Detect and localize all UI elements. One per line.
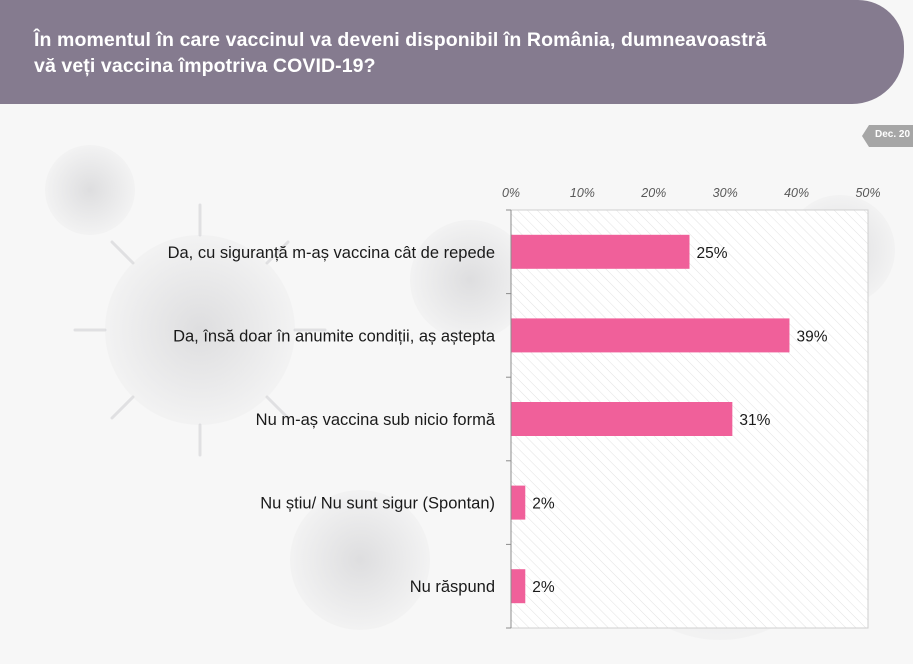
x-tick-label: 0% xyxy=(502,186,520,200)
category-label: Nu răspund xyxy=(410,578,495,596)
tick-labels: 0% 10% 20% 30% 40% 50% xyxy=(502,186,881,200)
x-tick-label: 50% xyxy=(855,186,880,200)
title-line-1: În momentul în care vaccinul va deveni d… xyxy=(34,29,767,51)
title-banner: În momentul în care vaccinul va deveni d… xyxy=(0,0,904,104)
bar xyxy=(511,318,790,353)
bar xyxy=(511,569,526,604)
value-label: 2% xyxy=(532,579,555,596)
title-line-2: vă veți vaccina împotriva COVID-19? xyxy=(34,55,376,77)
date-tag: Dec. 20 xyxy=(862,125,913,147)
x-tick-label: 20% xyxy=(640,186,666,200)
category-label: Da, cu siguranță m-aș vaccina cât de rep… xyxy=(168,244,495,262)
value-labels: 25% 39% 31% 2% 2% xyxy=(532,245,827,596)
value-label: 25% xyxy=(697,245,728,262)
x-tick-label: 40% xyxy=(784,186,809,200)
chart-title: În momentul în care vaccinul va deveni d… xyxy=(34,27,834,79)
value-label: 2% xyxy=(532,496,555,513)
date-tag-label: Dec. 20 xyxy=(875,129,911,140)
y-axis-ticks xyxy=(506,209,511,629)
category-label: Nu știu/ Nu sunt sigur (Spontan) xyxy=(260,495,495,513)
x-tick-label: 30% xyxy=(713,186,738,200)
category-labels: Da, cu siguranță m-aș vaccina cât de rep… xyxy=(168,244,496,596)
bar xyxy=(511,402,733,436)
value-label: 39% xyxy=(796,328,827,345)
bar xyxy=(511,485,526,520)
value-label: 31% xyxy=(739,412,770,429)
bar xyxy=(511,234,690,269)
category-label: Da, însă doar în anumite condiții, aș aș… xyxy=(173,327,496,345)
bars xyxy=(511,234,790,604)
x-tick-label: 10% xyxy=(570,186,595,200)
category-label: Nu m-aș vaccina sub nicio formă xyxy=(256,411,496,429)
